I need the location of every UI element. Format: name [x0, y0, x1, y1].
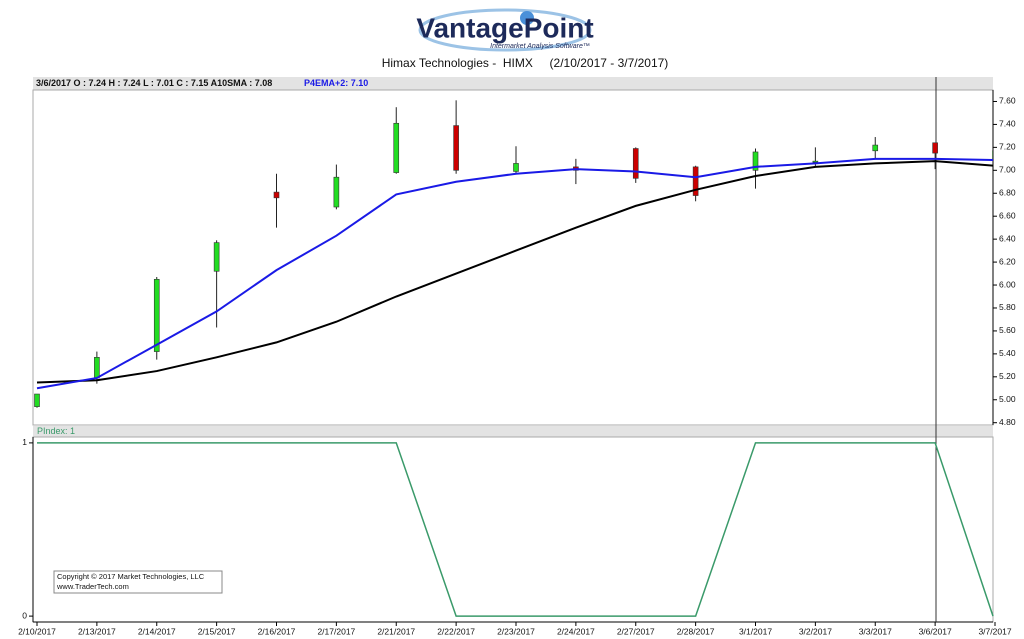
y-tick-label: 6.80 — [999, 188, 1016, 198]
pindex-bar — [33, 426, 993, 437]
candle-body — [333, 176, 340, 208]
logo-globe — [520, 11, 534, 25]
x-tick-label: 3/1/2017 — [739, 626, 772, 636]
y-tick-label: 7.60 — [999, 96, 1016, 106]
candle-body — [812, 160, 819, 163]
candle-body — [872, 144, 879, 152]
candle-body — [153, 278, 160, 352]
pindex-line — [37, 442, 994, 617]
logo-tagline: Intermarket Analysis Software™ — [490, 43, 590, 50]
x-tick-label: 2/24/2017 — [557, 626, 595, 636]
copyright-line: Copyright © 2017 Market Technologies, LL… — [57, 572, 205, 581]
y-tick-label: 7.00 — [999, 165, 1016, 175]
y-tick-label: 7.40 — [999, 119, 1016, 129]
chart-title: Himax Technologies - HIMX (2/10/2017 - 3… — [382, 56, 669, 70]
candle-body — [752, 151, 759, 171]
logo-swoosh — [418, 8, 592, 52]
y-tick-label: 5.80 — [999, 302, 1016, 312]
y-tick-label: 4.80 — [999, 417, 1016, 427]
indicator-line — [36, 157, 993, 390]
candle-body — [932, 142, 938, 154]
candle-body — [94, 357, 100, 379]
x-tick-label: 2/27/2017 — [617, 626, 655, 636]
x-tick-label: 2/23/2017 — [497, 626, 535, 636]
candle-body — [393, 122, 400, 173]
x-tick-label: 2/17/2017 — [317, 626, 355, 636]
info-text: 3/6/2017 O : 7.24 H : 7.24 L : 7.01 C : … — [36, 78, 272, 88]
y-tick-label: 6.40 — [999, 233, 1016, 243]
pindex-title: PIndex: 1 — [37, 426, 75, 436]
candle-body — [273, 191, 280, 199]
logo-name: VantagePoint — [416, 12, 593, 43]
x-tick-label: 2/22/2017 — [437, 626, 475, 636]
y-tick-label: 1 — [22, 437, 27, 447]
candle-body — [692, 166, 699, 196]
info-ema: P4EMA+2: 7.10 — [304, 78, 368, 88]
candle-body — [453, 125, 459, 171]
x-tick-label: 3/2/2017 — [799, 626, 832, 636]
info-bar — [33, 77, 993, 90]
y-tick-label: 6.60 — [999, 210, 1016, 220]
y-tick-label: 5.60 — [999, 325, 1016, 335]
price-plot — [34, 100, 993, 408]
y-tick-label: 0 — [22, 610, 27, 620]
x-tick-label: 2/16/2017 — [258, 626, 296, 636]
y-tick-label: 6.20 — [999, 256, 1016, 266]
y-tick-label: 5.20 — [999, 371, 1016, 381]
x-tick-label: 3/6/2017 — [919, 626, 952, 636]
x-tick-label: 3/7/2017 — [978, 626, 1011, 636]
y-tick-label: 5.00 — [999, 394, 1016, 404]
candle-body — [992, 150, 993, 160]
indicator-line — [36, 160, 993, 384]
candle-body — [213, 242, 220, 272]
x-tick-label: 2/14/2017 — [138, 626, 176, 636]
candle-body — [513, 163, 519, 172]
x-tick-label: 2/28/2017 — [677, 626, 715, 636]
candle-body — [632, 148, 639, 179]
x-tick-label: 2/13/2017 — [78, 626, 116, 636]
y-tick-label: 7.20 — [999, 142, 1016, 152]
y-tick-label: 5.40 — [999, 348, 1016, 358]
x-tick-label: 2/10/2017 — [18, 626, 56, 636]
x-tick-label: 2/21/2017 — [377, 626, 415, 636]
y-tick-label: 6.00 — [999, 279, 1016, 289]
copyright-box — [53, 570, 223, 594]
x-tick-label: 3/3/2017 — [859, 626, 892, 636]
copyright-url: www.TraderTech.com — [56, 582, 129, 591]
candle-body — [34, 393, 40, 407]
x-tick-label: 2/15/2017 — [198, 626, 236, 636]
